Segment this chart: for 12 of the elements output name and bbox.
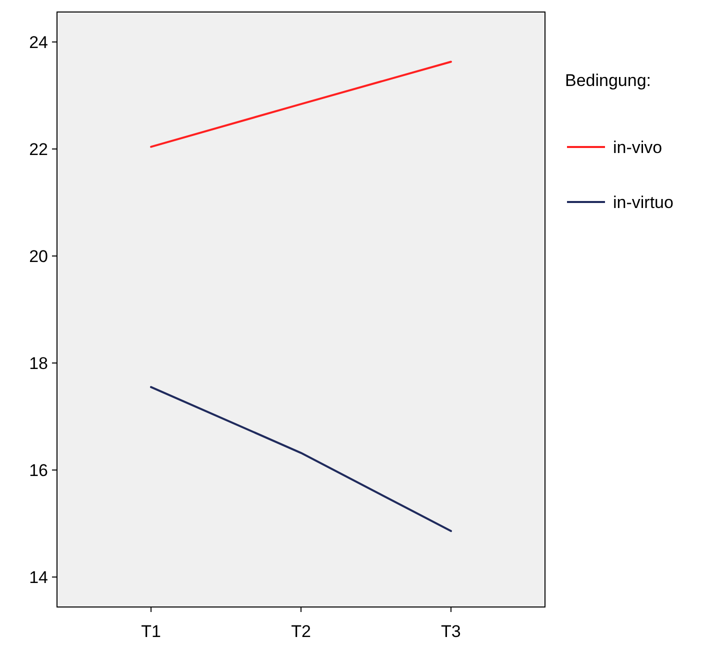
legend-title: Bedingung:: [565, 70, 652, 90]
y-tick-label: 20: [29, 246, 48, 266]
x-tick-label: T2: [291, 622, 311, 641]
legend-label: in-virtuo: [613, 192, 674, 212]
legend-label: in-vivo: [613, 138, 662, 157]
x-tick-label: T3: [441, 622, 461, 641]
y-tick-label: 18: [29, 354, 48, 373]
y-tick-label: 22: [29, 140, 48, 159]
x-tick-label: T1: [141, 622, 161, 641]
y-tick-label: 16: [29, 460, 48, 480]
y-tick-label: 24: [29, 32, 48, 52]
y-tick-label: 14: [29, 568, 48, 587]
